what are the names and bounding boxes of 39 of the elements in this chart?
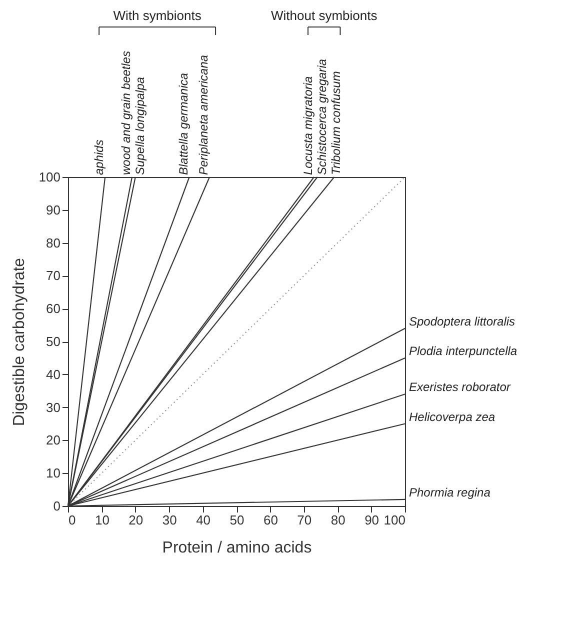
series-label: Helicoverpa zea xyxy=(409,410,496,424)
y-tick-label: 40 xyxy=(46,366,60,382)
text: wood and grain beetles xyxy=(119,50,134,175)
x-tick-label: 90 xyxy=(364,512,380,528)
x-axis-title: Protein / amino acids xyxy=(162,540,312,556)
x-tick-label: 100 xyxy=(384,512,406,528)
text: Locusta migratoria xyxy=(301,76,316,175)
y-tick-label: 60 xyxy=(46,301,60,316)
text: Without symbionts xyxy=(271,8,378,23)
text: Schistocerca gregaria xyxy=(315,58,330,175)
text: Periplaneta americana xyxy=(196,54,211,175)
x-tick-label: 70 xyxy=(297,512,312,528)
text: Supella longipalpa xyxy=(133,76,148,175)
y-tick-label: 20 xyxy=(46,432,60,448)
y-tick-label: 10 xyxy=(46,466,60,481)
x-tick-label: 50 xyxy=(230,512,244,528)
y-axis-title: Digestible carbohydrate xyxy=(10,258,28,426)
x-tick-label: 0 xyxy=(68,512,76,528)
x-tick-label: 30 xyxy=(162,512,177,528)
series-label: Plodia interpunctella xyxy=(409,344,518,358)
text: Blattella germanica xyxy=(176,72,190,175)
y-tick-label: 30 xyxy=(46,400,60,415)
x-tick-label: 20 xyxy=(128,512,144,528)
series-label: Spodoptera littoralis xyxy=(409,314,516,328)
series-label: Exeristes roborator xyxy=(409,380,512,394)
y-tick-label: 70 xyxy=(46,268,60,284)
x-tick-label: 40 xyxy=(196,512,211,528)
y-tick-label: 80 xyxy=(46,235,60,250)
y-tick-label: 50 xyxy=(46,334,60,349)
x-tick-label: 10 xyxy=(94,512,110,528)
text: Tribolium confusum xyxy=(329,71,344,175)
text: With symbionts xyxy=(113,8,202,23)
x-tick-label: 60 xyxy=(263,512,278,528)
y-tick-label: 90 xyxy=(46,202,60,218)
x-tick-label: 80 xyxy=(330,512,346,528)
y-tick-label: 100 xyxy=(38,170,60,184)
text: aphids xyxy=(92,140,106,175)
y-tick-label: 0 xyxy=(53,498,60,514)
series-label: Phormia regina xyxy=(409,485,491,500)
